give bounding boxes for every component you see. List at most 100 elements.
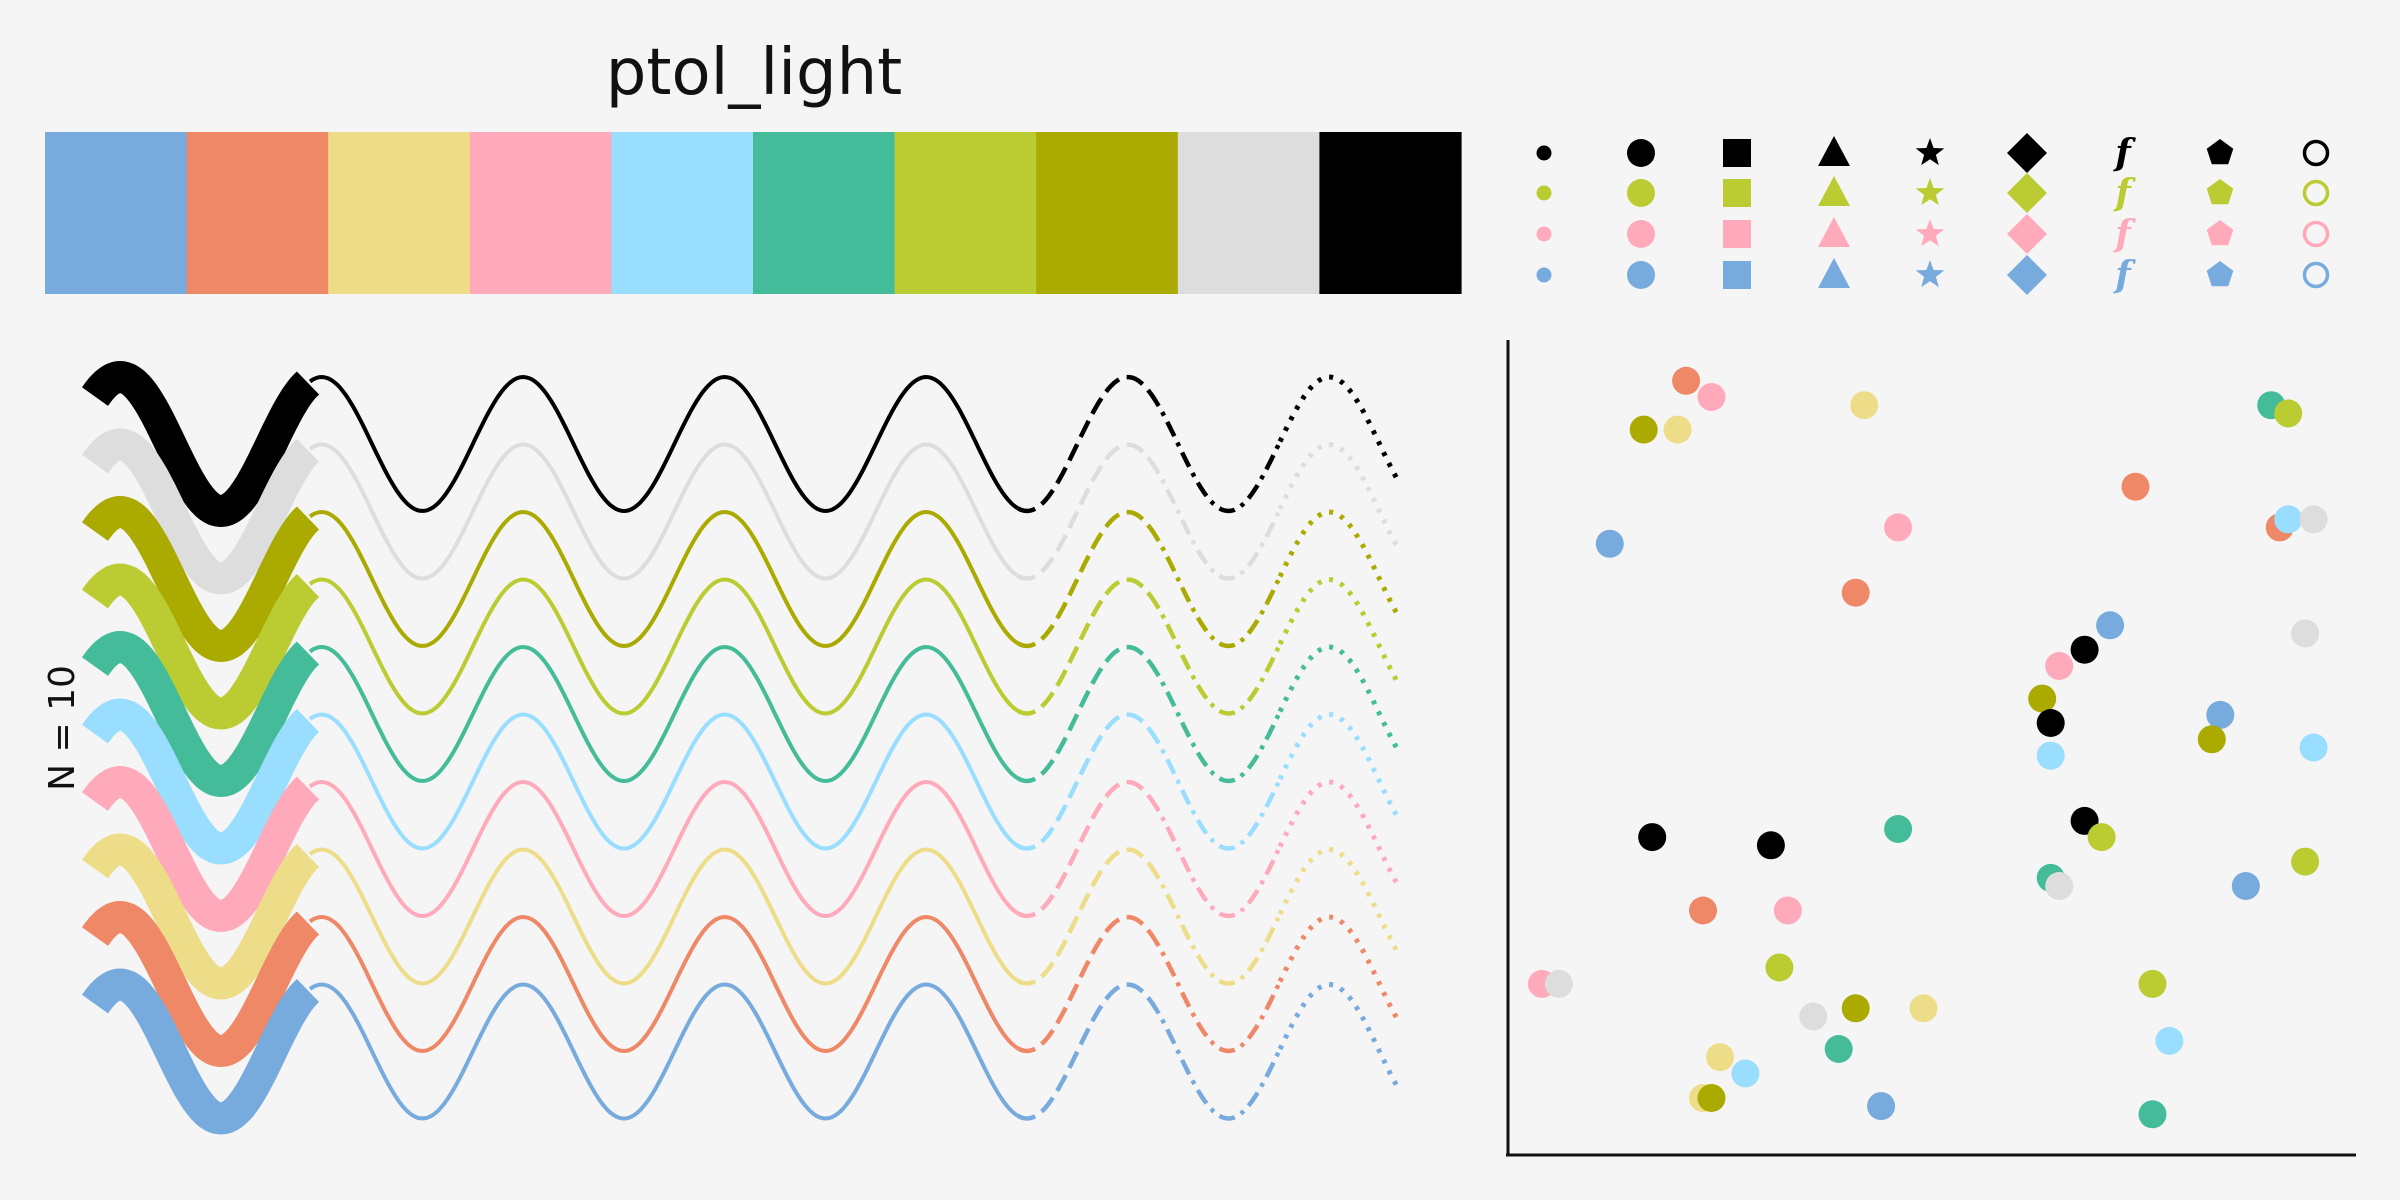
scatter-point-5 bbox=[1850, 391, 1879, 420]
sine-series-4 bbox=[81, 563, 1400, 730]
scatter-point-29 bbox=[2087, 823, 2116, 852]
sine-series-6 bbox=[81, 698, 1400, 865]
sine-dashed-segment bbox=[1016, 847, 1152, 986]
sine-thick-segment bbox=[81, 766, 321, 932]
scatter-point-44 bbox=[2155, 1026, 2184, 1055]
scatter-point-34 bbox=[1689, 896, 1717, 925]
scatter-point-18 bbox=[2291, 619, 2320, 648]
palette-swatch-9 bbox=[1177, 132, 1320, 294]
scatter-point-41 bbox=[1909, 994, 1938, 1023]
sine-series-8 bbox=[81, 833, 1400, 1000]
sine-dotted-segment bbox=[1277, 981, 1400, 1088]
legend-f-glyph-row-2: f bbox=[2112, 172, 2136, 214]
scatter-point-45 bbox=[1706, 1043, 1734, 1072]
sine-dotted-segment bbox=[1277, 576, 1400, 683]
sine-series-5 bbox=[81, 631, 1400, 797]
legend-pentagon-icon-row-3 bbox=[2206, 220, 2234, 246]
palette-swatch-2 bbox=[186, 132, 329, 294]
legend-ring-icon-row-3 bbox=[2302, 220, 2330, 248]
scatter-point-27 bbox=[1756, 831, 1785, 860]
legend-ring-icon-row-1 bbox=[2302, 139, 2330, 167]
sine-solid-segment bbox=[308, 577, 1020, 716]
sine-dashed-segment bbox=[1016, 914, 1152, 1054]
scatter-point-26 bbox=[1638, 823, 1667, 852]
scatter-point-19 bbox=[2028, 684, 2057, 713]
legend-triangle-icon-row-4 bbox=[1818, 258, 1850, 288]
palette-swatch-8 bbox=[1036, 132, 1179, 294]
sine-dashdot-segment bbox=[1148, 661, 1282, 784]
scatter-point-8 bbox=[2121, 472, 2150, 501]
sine-dotted-segment bbox=[1277, 509, 1400, 615]
scatter-point-46 bbox=[1731, 1059, 1760, 1088]
sine-dashed-segment bbox=[1016, 374, 1152, 514]
sine-dashdot-segment bbox=[1148, 458, 1282, 581]
sine-thick-segment bbox=[81, 968, 321, 1135]
scatter-point-42 bbox=[2138, 969, 2167, 998]
palette-swatch-7 bbox=[894, 132, 1037, 294]
scatter-point-40 bbox=[1841, 994, 1870, 1023]
sine-dashdot-segment bbox=[1148, 998, 1282, 1121]
scatter-point-36 bbox=[1765, 953, 1794, 982]
legend-square-icon-row-1 bbox=[1723, 139, 1751, 167]
sine-dashed-segment bbox=[1016, 509, 1152, 649]
scatter-point-20 bbox=[2036, 709, 2065, 737]
scatter-point-10 bbox=[1595, 529, 1624, 558]
palette-swatch-6 bbox=[753, 132, 896, 294]
palette-swatch-3 bbox=[328, 132, 471, 294]
sine-dotted-segment bbox=[1277, 711, 1400, 818]
palette-swatch-5 bbox=[611, 132, 754, 294]
sine-dotted-segment bbox=[1277, 644, 1400, 750]
legend-f-glyph-row-3: f bbox=[2112, 213, 2136, 255]
legend-diamond-icon-row-4 bbox=[2007, 255, 2047, 295]
scatter-point-2 bbox=[1697, 383, 1726, 411]
sine-solid-segment bbox=[308, 712, 1020, 851]
scatter-point-24 bbox=[2299, 733, 2328, 762]
sine-dashed-segment bbox=[1016, 779, 1152, 919]
scatter-point-21 bbox=[2206, 700, 2235, 729]
legend-small-circle-icon-row-1 bbox=[1536, 145, 1552, 161]
sine-dashed-segment bbox=[1016, 577, 1152, 716]
legend-diamond-icon-row-3 bbox=[2007, 214, 2047, 254]
legend-pentagon-icon-row-4 bbox=[2206, 261, 2234, 287]
scatter-point-1 bbox=[1672, 366, 1701, 395]
scatter-point-30 bbox=[2291, 847, 2320, 876]
palette-swatches bbox=[45, 132, 1462, 294]
sine-dashed-segment bbox=[1016, 712, 1152, 851]
scatter-point-12 bbox=[2274, 505, 2303, 534]
legend-star-icon-row-3 bbox=[1915, 219, 1945, 247]
sine-dotted-segment bbox=[1277, 779, 1400, 885]
sine-dashed-segment bbox=[1016, 442, 1152, 581]
sine-thick-segment bbox=[81, 833, 321, 1000]
scatter-point-4 bbox=[1663, 415, 1692, 444]
scatter-point-50 bbox=[2138, 1100, 2167, 1129]
scatter-point-35 bbox=[1773, 896, 1802, 925]
scatter-point-38 bbox=[1544, 969, 1573, 998]
legend-small-circle-icon-row-4 bbox=[1536, 267, 1552, 283]
sine-thick-segment bbox=[81, 901, 321, 1067]
sine-dashdot-segment bbox=[1148, 796, 1282, 919]
scatter-point-17 bbox=[2045, 652, 2074, 680]
legend-circle-icon-row-4 bbox=[1627, 261, 1655, 289]
sine-thick-segment bbox=[81, 563, 321, 730]
sine-thick-segment bbox=[81, 698, 321, 865]
scatter-point-39 bbox=[1799, 1002, 1828, 1031]
legend-circle-icon-row-1 bbox=[1627, 139, 1655, 167]
sine-thick-segment bbox=[81, 631, 321, 797]
sine-dashdot-segment bbox=[1148, 728, 1282, 851]
legend-square-icon-row-4 bbox=[1723, 261, 1751, 289]
legend-f-glyph-row-4: f bbox=[2112, 254, 2136, 296]
scatter-point-33 bbox=[2231, 872, 2260, 900]
scatter-point-22 bbox=[2197, 725, 2226, 754]
sine-thick-segment bbox=[81, 496, 321, 662]
sine-solid-segment bbox=[308, 442, 1020, 581]
chart-title: ptol_light bbox=[606, 36, 903, 110]
sine-dashdot-segment bbox=[1148, 593, 1282, 716]
sine-dotted-segment bbox=[1277, 914, 1400, 1020]
palette-swatch-1 bbox=[45, 132, 188, 294]
scatter-point-43 bbox=[1824, 1035, 1853, 1063]
sine-thick-segment bbox=[81, 428, 321, 595]
legend-pentagon-icon-row-1 bbox=[2206, 139, 2234, 165]
sine-dashdot-segment bbox=[1148, 931, 1282, 1054]
sine-dashdot-segment bbox=[1148, 391, 1282, 514]
